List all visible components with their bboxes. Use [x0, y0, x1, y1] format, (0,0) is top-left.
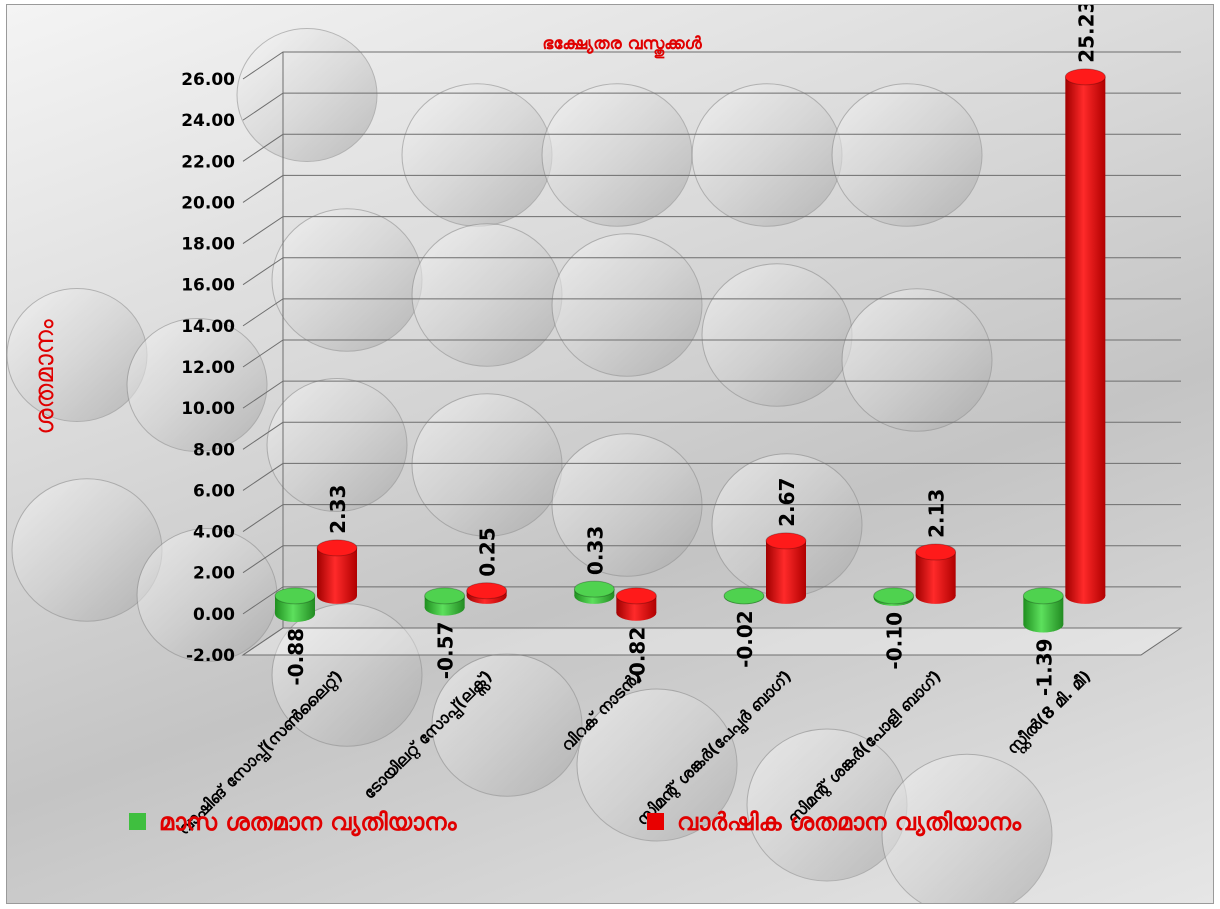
rod-end: [266, 378, 408, 512]
bar-monthly: [573, 580, 615, 604]
data-label: 2.67: [775, 478, 799, 527]
rod-end: [271, 603, 423, 747]
bar-annual: [615, 587, 657, 621]
bar-top: [274, 587, 316, 605]
y-tick-label: 16.00: [181, 276, 235, 296]
y-tick-label: 24.00: [181, 111, 235, 131]
y-tick-label: 14.00: [181, 317, 235, 337]
rod-end: [7, 288, 148, 422]
bar-top: [615, 587, 657, 605]
floor: [241, 627, 1183, 656]
y-tick-label: -2.00: [186, 646, 235, 666]
bar-chart: -2.00 0.00 2.00 4.00 6.00 8.00 10.00 12.00 14.00…: [7, 5, 1183, 903]
chart-title: ഭക്ഷ്യേതര വസ്തുക്കൾ: [542, 34, 702, 59]
rod-end: [126, 318, 268, 452]
data-label: -0.82: [625, 627, 649, 685]
gridline: [242, 545, 1181, 574]
bar-bottom: [915, 587, 956, 604]
bar-bottom: [1065, 587, 1106, 604]
rod-end: [691, 83, 843, 227]
bar-top: [424, 587, 466, 605]
gridline: [242, 51, 1181, 80]
data-labels: -0.88 2.33 -0.57 0.25 0.33 -0.82 -0.02 2.67 -0.1…: [284, 5, 1098, 696]
bar-top: [1064, 68, 1106, 86]
y-tick-label: 0.00: [193, 605, 235, 625]
rod-end: [701, 263, 853, 407]
rod-end: [576, 688, 738, 842]
y-tick-label: 8.00: [193, 440, 235, 460]
bar-monthly: [873, 587, 915, 606]
bar-top: [573, 580, 615, 598]
rod-end: [831, 83, 983, 227]
gridlines: [241, 51, 1183, 656]
bar-monthly: [1022, 587, 1064, 633]
background-steel-rods: [7, 28, 1053, 903]
data-label: 0.33: [583, 526, 607, 575]
rod-end: [746, 728, 908, 882]
y-axis-ticks: -2.00 0.00 2.00 4.00 6.00 8.00 10.00 12.00 14.00…: [181, 70, 235, 666]
y-tick-label: 10.00: [181, 399, 235, 419]
bar-bottom: [766, 587, 806, 604]
rod-end: [236, 28, 378, 162]
data-label: -0.10: [883, 612, 907, 670]
bar-monthly: [723, 587, 765, 605]
y-axis-label: ശതമാനം: [30, 319, 60, 435]
bars: [274, 68, 1106, 633]
legend-label: വാർഷിക ശതമാന വ്യതിയാനം: [677, 808, 1022, 837]
y-tick-label: 4.00: [193, 523, 235, 543]
bar-annual: [1064, 68, 1106, 604]
rod-end: [401, 83, 553, 227]
legend-swatch: [647, 813, 664, 830]
data-label: 2.33: [326, 485, 350, 534]
data-label: -0.88: [284, 628, 308, 686]
y-tick-label: 20.00: [181, 193, 235, 213]
bar-top: [1022, 587, 1064, 605]
rod-end: [541, 83, 693, 227]
bar-bottom: [616, 604, 657, 621]
y-tick-label: 6.00: [193, 481, 235, 501]
bar-body: [766, 540, 806, 596]
bar-monthly: [424, 587, 466, 616]
data-label: 2.13: [925, 489, 949, 538]
bar-bottom: [317, 587, 357, 604]
data-label: 0.25: [476, 527, 500, 576]
rod-end: [411, 223, 563, 367]
legend: മാസ ശതമാന വ്യതിയാനം വാർഷിക ശതമാന വ്യതിയാന…: [129, 808, 1022, 837]
rod-end: [551, 233, 703, 377]
bar-bottom: [275, 605, 315, 622]
bar-bottom: [424, 599, 465, 616]
data-label: 25.23: [1074, 5, 1098, 63]
rod-end: [431, 653, 583, 797]
data-label: -1.39: [1032, 638, 1056, 696]
y-tick-label: 2.00: [193, 564, 235, 584]
bar-top: [873, 587, 915, 605]
bar-annual: [765, 532, 807, 604]
bar-monthly: [274, 587, 316, 622]
bar-bottom: [1023, 616, 1064, 633]
y-tick-label: 22.00: [181, 152, 235, 172]
y-tick-label: 12.00: [181, 358, 235, 378]
rod-end: [881, 753, 1053, 903]
bar-top: [765, 532, 807, 550]
bar-body: [1065, 76, 1106, 596]
bar-annual: [466, 582, 508, 604]
y-tick-label: 18.00: [181, 235, 235, 255]
bar-top: [915, 543, 957, 561]
bar-annual: [316, 539, 358, 604]
chart-frame: -2.00 0.00 2.00 4.00 6.00 8.00 10.00 12.00 14.00…: [6, 4, 1214, 904]
bar-top: [466, 582, 508, 600]
rod-end: [136, 528, 278, 662]
rod-end: [411, 393, 563, 537]
rod-end: [841, 288, 993, 432]
data-label: -0.57: [434, 622, 458, 680]
y-tick-label: 26.00: [181, 70, 235, 90]
bar-annual: [915, 543, 957, 604]
rod-end: [271, 208, 423, 352]
legend-label: മാസ ശതമാന വ്യതിയാനം: [159, 808, 457, 837]
bar-top: [723, 587, 765, 605]
data-label: -0.02: [733, 610, 757, 668]
legend-swatch: [129, 813, 146, 830]
bar-top: [316, 539, 358, 557]
